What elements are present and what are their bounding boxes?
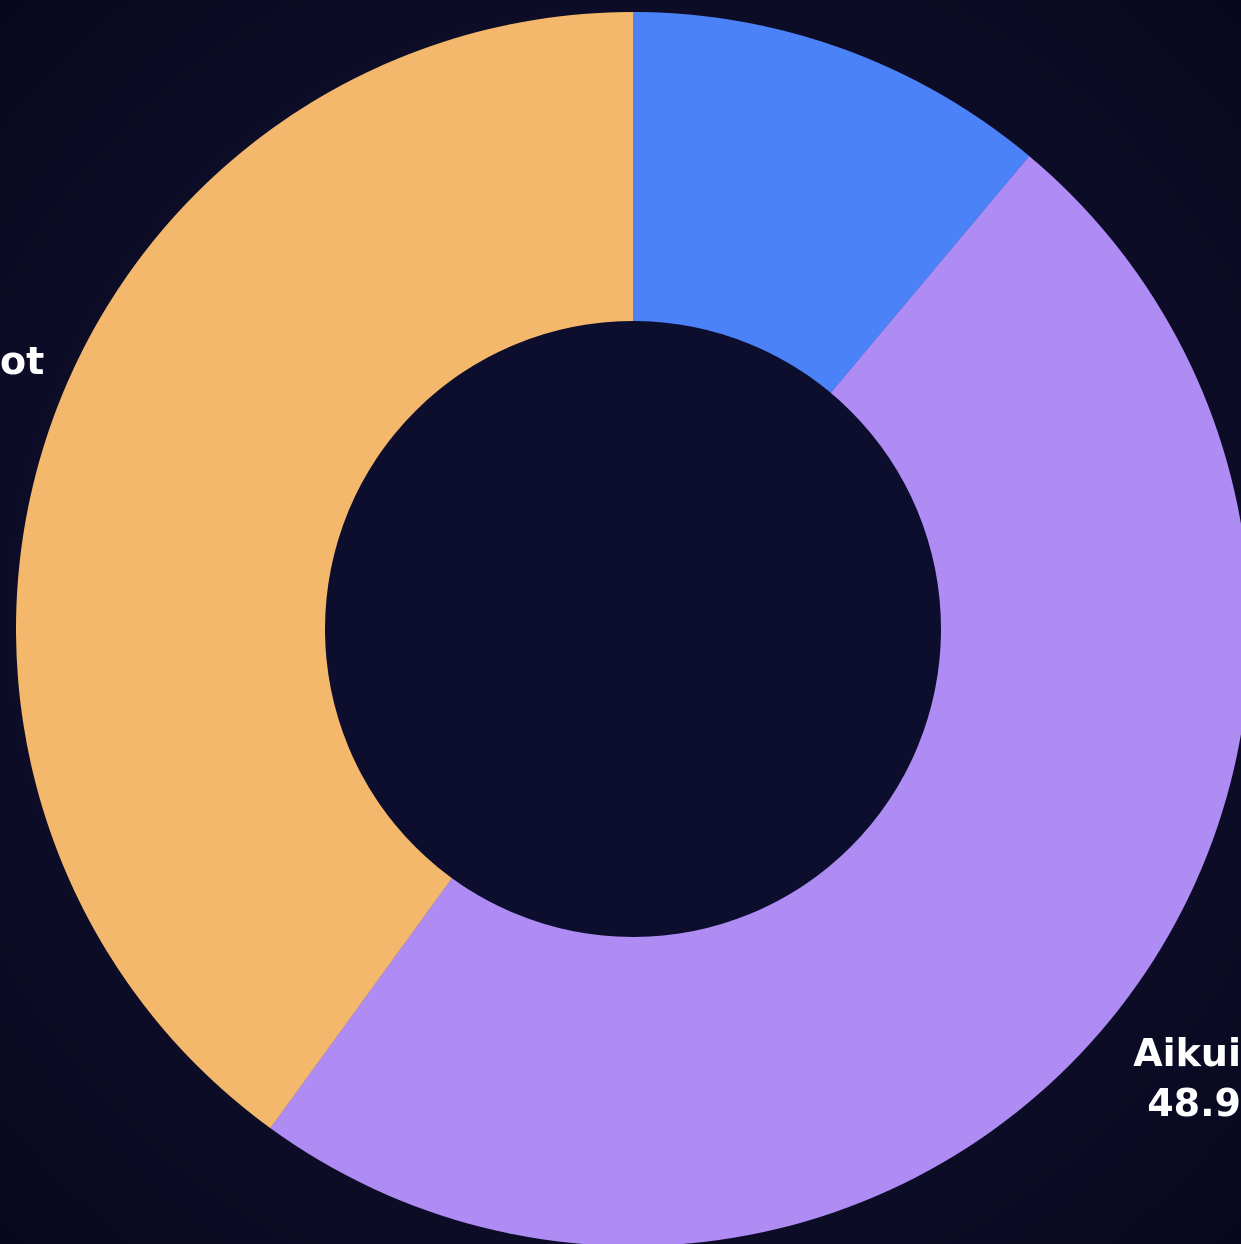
category-label: Aikui [1133,1031,1241,1075]
category-label: ot [0,339,44,383]
value-label: 11.1% [814,0,946,7]
donut-hole [325,321,941,937]
value-label: 48.9 [1147,1081,1241,1125]
donut-slice [16,12,634,1129]
labels: Aikui ot 11.1% 48.9 [0,0,1241,1125]
